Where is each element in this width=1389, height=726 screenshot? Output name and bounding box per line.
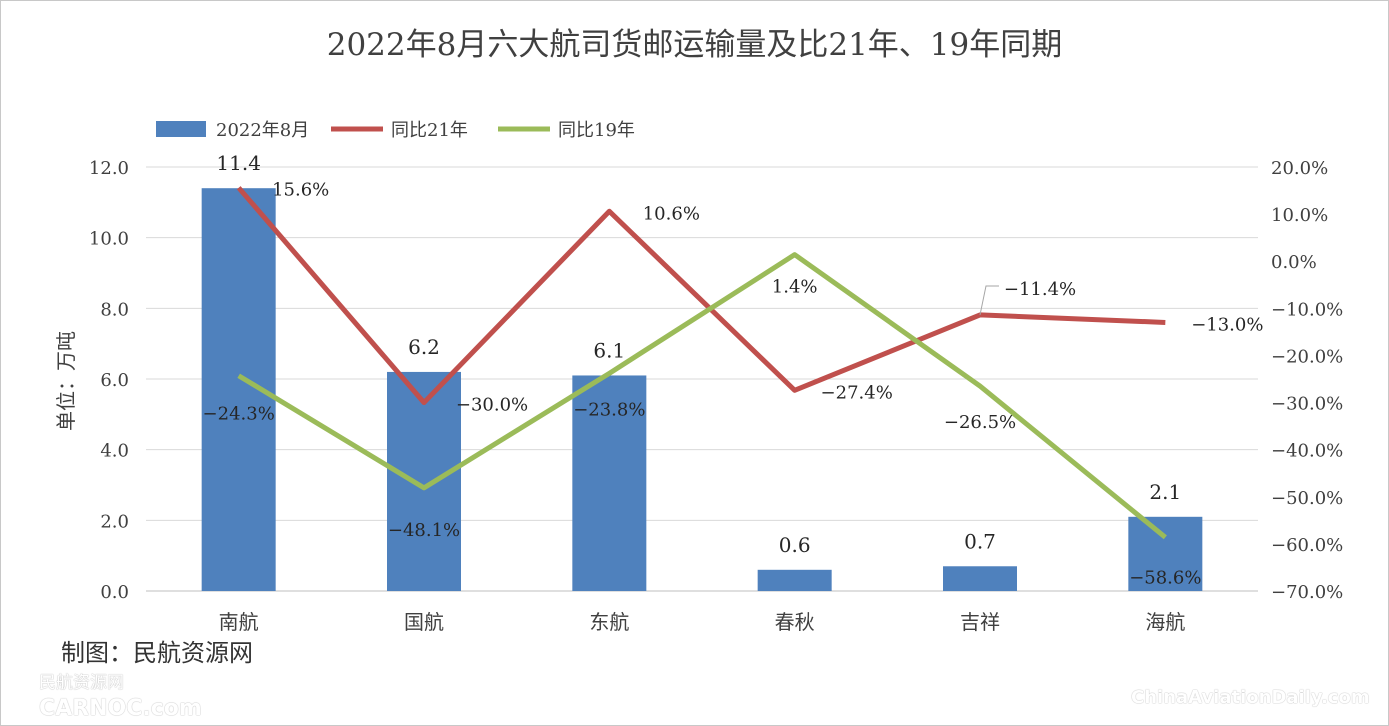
watermark-carnoc: CARNOC.com <box>39 696 202 721</box>
line-series-1 <box>236 186 1166 406</box>
legend-swatch-bar <box>156 121 206 137</box>
chart-title: 2022年8月六大航司货邮运输量及比21年、19年同期 <box>326 27 1063 63</box>
line-data-label: −26.5% <box>944 412 1016 433</box>
bar-data-label: 2.1 <box>1149 480 1181 504</box>
y2-tick-label: −20.0% <box>1271 346 1343 367</box>
x-tick-label: 东航 <box>589 610 629 634</box>
y2-tick-label: −60.0% <box>1271 535 1343 556</box>
y-tick-label: 2.0 <box>100 511 129 532</box>
bar-data-label: 6.1 <box>593 338 625 362</box>
bar-data-label: 0.7 <box>964 529 996 553</box>
x-tick-label: 南航 <box>219 610 259 634</box>
bar <box>757 569 832 591</box>
bar <box>943 566 1017 591</box>
watermark-chinaaviationdaily: ChinaAviationDaily.com <box>1131 687 1370 708</box>
bar <box>572 375 647 591</box>
legend-label: 同比19年 <box>558 120 635 141</box>
y2-tick-label: 10.0% <box>1271 205 1328 226</box>
line-data-label: −27.4% <box>821 382 893 403</box>
bar-data-label: 11.4 <box>216 151 261 175</box>
line-data-label: 1.4% <box>772 277 818 298</box>
bar-data-label: 0.6 <box>779 533 811 557</box>
y2-tick-label: −70.0% <box>1271 582 1343 603</box>
legend-label: 2022年8月 <box>216 120 309 141</box>
bar <box>1128 516 1203 591</box>
y2-tick-label: −10.0% <box>1271 299 1343 320</box>
y-axis-title: 单位：万吨 <box>54 331 78 431</box>
x-tick-label: 吉祥 <box>960 610 1000 634</box>
line-data-label: 15.6% <box>272 180 329 201</box>
line-data-label: −23.8% <box>573 399 645 420</box>
line-series-2 <box>237 252 1167 540</box>
line-data-label: −11.4% <box>1004 279 1076 300</box>
line-data-label: −13.0% <box>1191 314 1263 335</box>
y-tick-label: 12.0 <box>89 158 129 179</box>
x-tick-label: 国航 <box>404 610 444 634</box>
y-tick-label: 8.0 <box>100 299 129 320</box>
bar <box>387 371 461 591</box>
x-tick-label: 海航 <box>1145 610 1185 634</box>
y-tick-label: 10.0 <box>89 229 129 250</box>
source-note: 制图：民航资源网 <box>61 639 253 667</box>
y-tick-label: 0.0 <box>100 582 129 603</box>
leader-line <box>979 285 999 316</box>
x-tick-label: 春秋 <box>775 610 815 634</box>
legend-label: 同比21年 <box>391 120 468 141</box>
line-data-label: −24.3% <box>203 404 275 425</box>
watermark-carnoc-cn: 民航资源网 <box>39 673 124 693</box>
line-data-label: −58.6% <box>1129 567 1201 588</box>
y2-tick-label: 0.0% <box>1271 252 1317 273</box>
y2-tick-label: −30.0% <box>1271 394 1343 415</box>
y-tick-label: 6.0 <box>100 370 129 391</box>
line-data-label: −48.1% <box>388 520 460 541</box>
bar-data-label: 6.2 <box>408 335 440 359</box>
y2-tick-label: −50.0% <box>1271 488 1343 509</box>
line-data-label: −30.0% <box>456 395 528 416</box>
y2-tick-label: −40.0% <box>1271 441 1343 462</box>
line-data-label: 10.6% <box>643 203 700 224</box>
y2-tick-label: 20.0% <box>1271 158 1328 179</box>
y-tick-label: 4.0 <box>100 441 129 462</box>
